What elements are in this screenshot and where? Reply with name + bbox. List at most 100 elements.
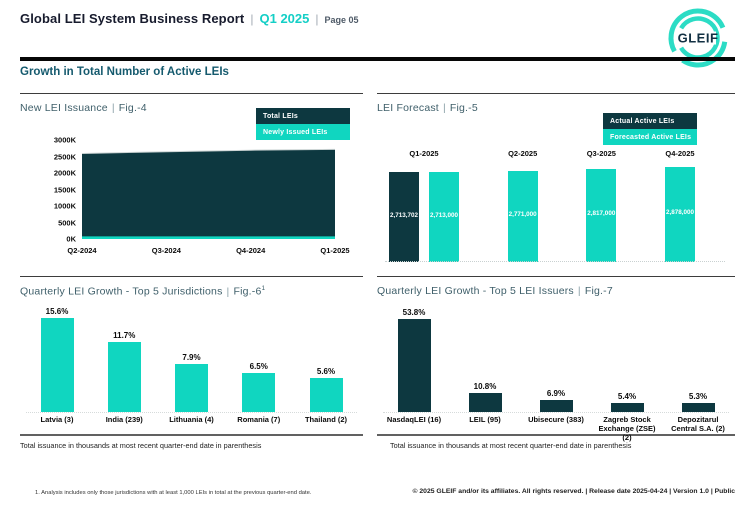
bar-value-label: 2,771,000: [508, 210, 537, 218]
section-title: Growth in Total Number of Active LEIs: [20, 66, 229, 78]
forecast-quarter-group: Q3-2025 2,817,000: [586, 149, 617, 262]
fig-label: Fig.-4: [118, 102, 147, 114]
category-label: LEIL (95): [469, 415, 501, 424]
bar: [468, 393, 502, 412]
x-axis-label: Q2-2024: [67, 246, 97, 255]
fig-footnote-marker: 1: [261, 285, 266, 292]
bar-group: 7.9% Lithuania (4): [159, 307, 225, 424]
category-label: Thailand (2): [304, 415, 348, 424]
footer-rights: © 2025 GLEIF and/or its affiliates. All …: [412, 488, 736, 495]
bar-group: 5.3% Depozitarul Central S.A. (2): [665, 307, 731, 442]
bar-group: 10.8% LEIL (95): [452, 307, 518, 442]
bar: [681, 402, 715, 412]
bar-value-label: 2,817,000: [587, 209, 616, 217]
bar: [242, 372, 276, 412]
bar-group: 5.6% Thailand (2): [293, 307, 359, 424]
panel-title-text: New LEI Issuance: [20, 102, 108, 114]
panel-title: Quarterly LEI Growth - Top 5 LEI Issuers…: [377, 285, 613, 297]
page-number: Page 05: [324, 15, 359, 25]
bar-group: 53.8% NasdaqLEI (16): [381, 307, 447, 442]
y-axis-tick: 500K: [58, 218, 76, 227]
bar-forecast: 2,771,000: [507, 170, 538, 262]
x-axis-label: Q4-2024: [236, 246, 266, 255]
panel-title: Quarterly LEI Growth - Top 5 Jurisdictio…: [20, 285, 265, 298]
category-label: Depozitarul Central S.A. (2): [671, 415, 725, 434]
footer-note: 1. Analysis includes only those jurisdic…: [35, 490, 312, 496]
category-label: NasdaqLEI (16): [386, 415, 442, 424]
legend-item-newly-issued-leis: Newly Issued LEIs: [256, 124, 350, 140]
bar-value-label: 15.6%: [45, 307, 69, 316]
x-axis-label: Q3-2024: [151, 246, 181, 255]
report-title: Global LEI System Business Report: [20, 11, 245, 26]
forecast-quarter-group: Q2-2025 2,771,000: [507, 149, 538, 262]
panel-title: New LEI Issuance | Fig.-4: [20, 102, 147, 114]
gleif-logo: GLEIF: [656, 4, 740, 77]
bar-value-label: 10.8%: [473, 382, 497, 392]
category-label: Latvia (3): [40, 415, 74, 424]
panel-top5-lei-issuers: Quarterly LEI Growth - Top 5 LEI Issuers…: [377, 276, 735, 442]
bar-group: 6.5% Romania (7): [226, 307, 292, 424]
legend-item-total-leis: Total LEIs: [256, 108, 350, 124]
bar: [107, 341, 141, 412]
bar: [610, 402, 644, 412]
legend-item-actual-active-leis: Actual Active LEIs: [603, 113, 697, 129]
category-label: India (239): [105, 415, 143, 424]
bar-forecast: 2,817,000: [586, 169, 617, 262]
category-label: Q2-2025: [508, 149, 538, 158]
category-label: Q4-2025: [665, 149, 695, 158]
bar-group: 6.9% Ubisecure (383): [523, 307, 589, 442]
area-chart: 0K 500K 1000K 1500K 2000K 2500K 3000K Q2-2024 Q3…: [54, 136, 350, 256]
bar-value-label: 53.8%: [402, 308, 426, 317]
y-axis-tick: 2500K: [53, 152, 76, 161]
category-label: Romania (7): [237, 415, 281, 424]
title-separator: |: [315, 12, 319, 26]
logo-text: GLEIF: [678, 31, 719, 46]
bar-group: 15.6% Latvia (3): [24, 307, 90, 424]
panel-title-text: LEI Forecast: [377, 102, 439, 114]
fig-label: Fig.-6: [233, 285, 262, 298]
bar-value-label: 7.9%: [182, 353, 201, 363]
bar-group: 5.4% Zagreb Stock Exchange (ZSE) (2): [594, 307, 660, 443]
bar: [175, 364, 208, 412]
bar-value-label: 5.4%: [617, 391, 637, 401]
title-separator: |: [226, 285, 230, 298]
category-label: Zagreb Stock Exchange (ZSE) (2): [598, 415, 656, 443]
chart-baseline: [383, 412, 729, 413]
fig-label: Fig.-5: [449, 102, 478, 114]
bar-value-label: 6.9%: [546, 389, 566, 399]
bar-value-label: 11.7%: [113, 330, 136, 340]
jurisdictions-chart: 15.6% Latvia (3) 11.7% India (239) 7.9% Lithu…: [24, 307, 359, 424]
header-rule: [20, 57, 735, 61]
panel-title-text: Quarterly LEI Growth - Top 5 Jurisdictio…: [20, 285, 223, 298]
bar-value-label: 2,713,000: [429, 211, 459, 219]
x-axis-label: Q1-2025: [320, 246, 350, 255]
forecast-quarter-group: Q4-2025 2,878,000: [664, 149, 695, 262]
y-axis-tick: 1500K: [53, 185, 76, 194]
panel-title: LEI Forecast | Fig.-5: [377, 102, 478, 114]
category-label: Lithuania (4): [169, 415, 214, 424]
bar: [539, 400, 573, 412]
bar-value-label: 5.6%: [316, 367, 336, 377]
y-axis-tick: 0K: [66, 234, 76, 244]
y-axis-tick: 3000K: [53, 135, 76, 145]
report-period: Q1 2025: [259, 11, 310, 26]
y-axis-tick: 1000K: [53, 201, 76, 211]
chart-baseline: [385, 261, 725, 262]
panel-top5-jurisdictions: Quarterly LEI Growth - Top 5 Jurisdictio…: [20, 276, 363, 436]
title-separator: |: [442, 102, 446, 114]
bar-value-label: 5.3%: [688, 391, 708, 401]
bar-group: 11.7% India (239): [91, 307, 157, 425]
category-label: Q1-2025: [409, 149, 439, 158]
bar-value-label: 2,878,000: [665, 208, 694, 216]
bar: [40, 318, 74, 412]
page-header: Global LEI System Business Report | Q1 2…: [20, 11, 359, 26]
logo-outer-ring-icon: [668, 8, 728, 68]
category-label: Q3-2025: [586, 149, 616, 158]
area-plot: [81, 148, 336, 239]
bar-value-label: 2,713,702: [389, 211, 419, 219]
title-separator: |: [577, 285, 581, 297]
panel-title-text: Quarterly LEI Growth - Top 5 LEI Issuers: [377, 285, 574, 297]
category-label: Ubisecure (383): [528, 415, 584, 424]
fig-label: Fig.-7: [584, 285, 613, 297]
